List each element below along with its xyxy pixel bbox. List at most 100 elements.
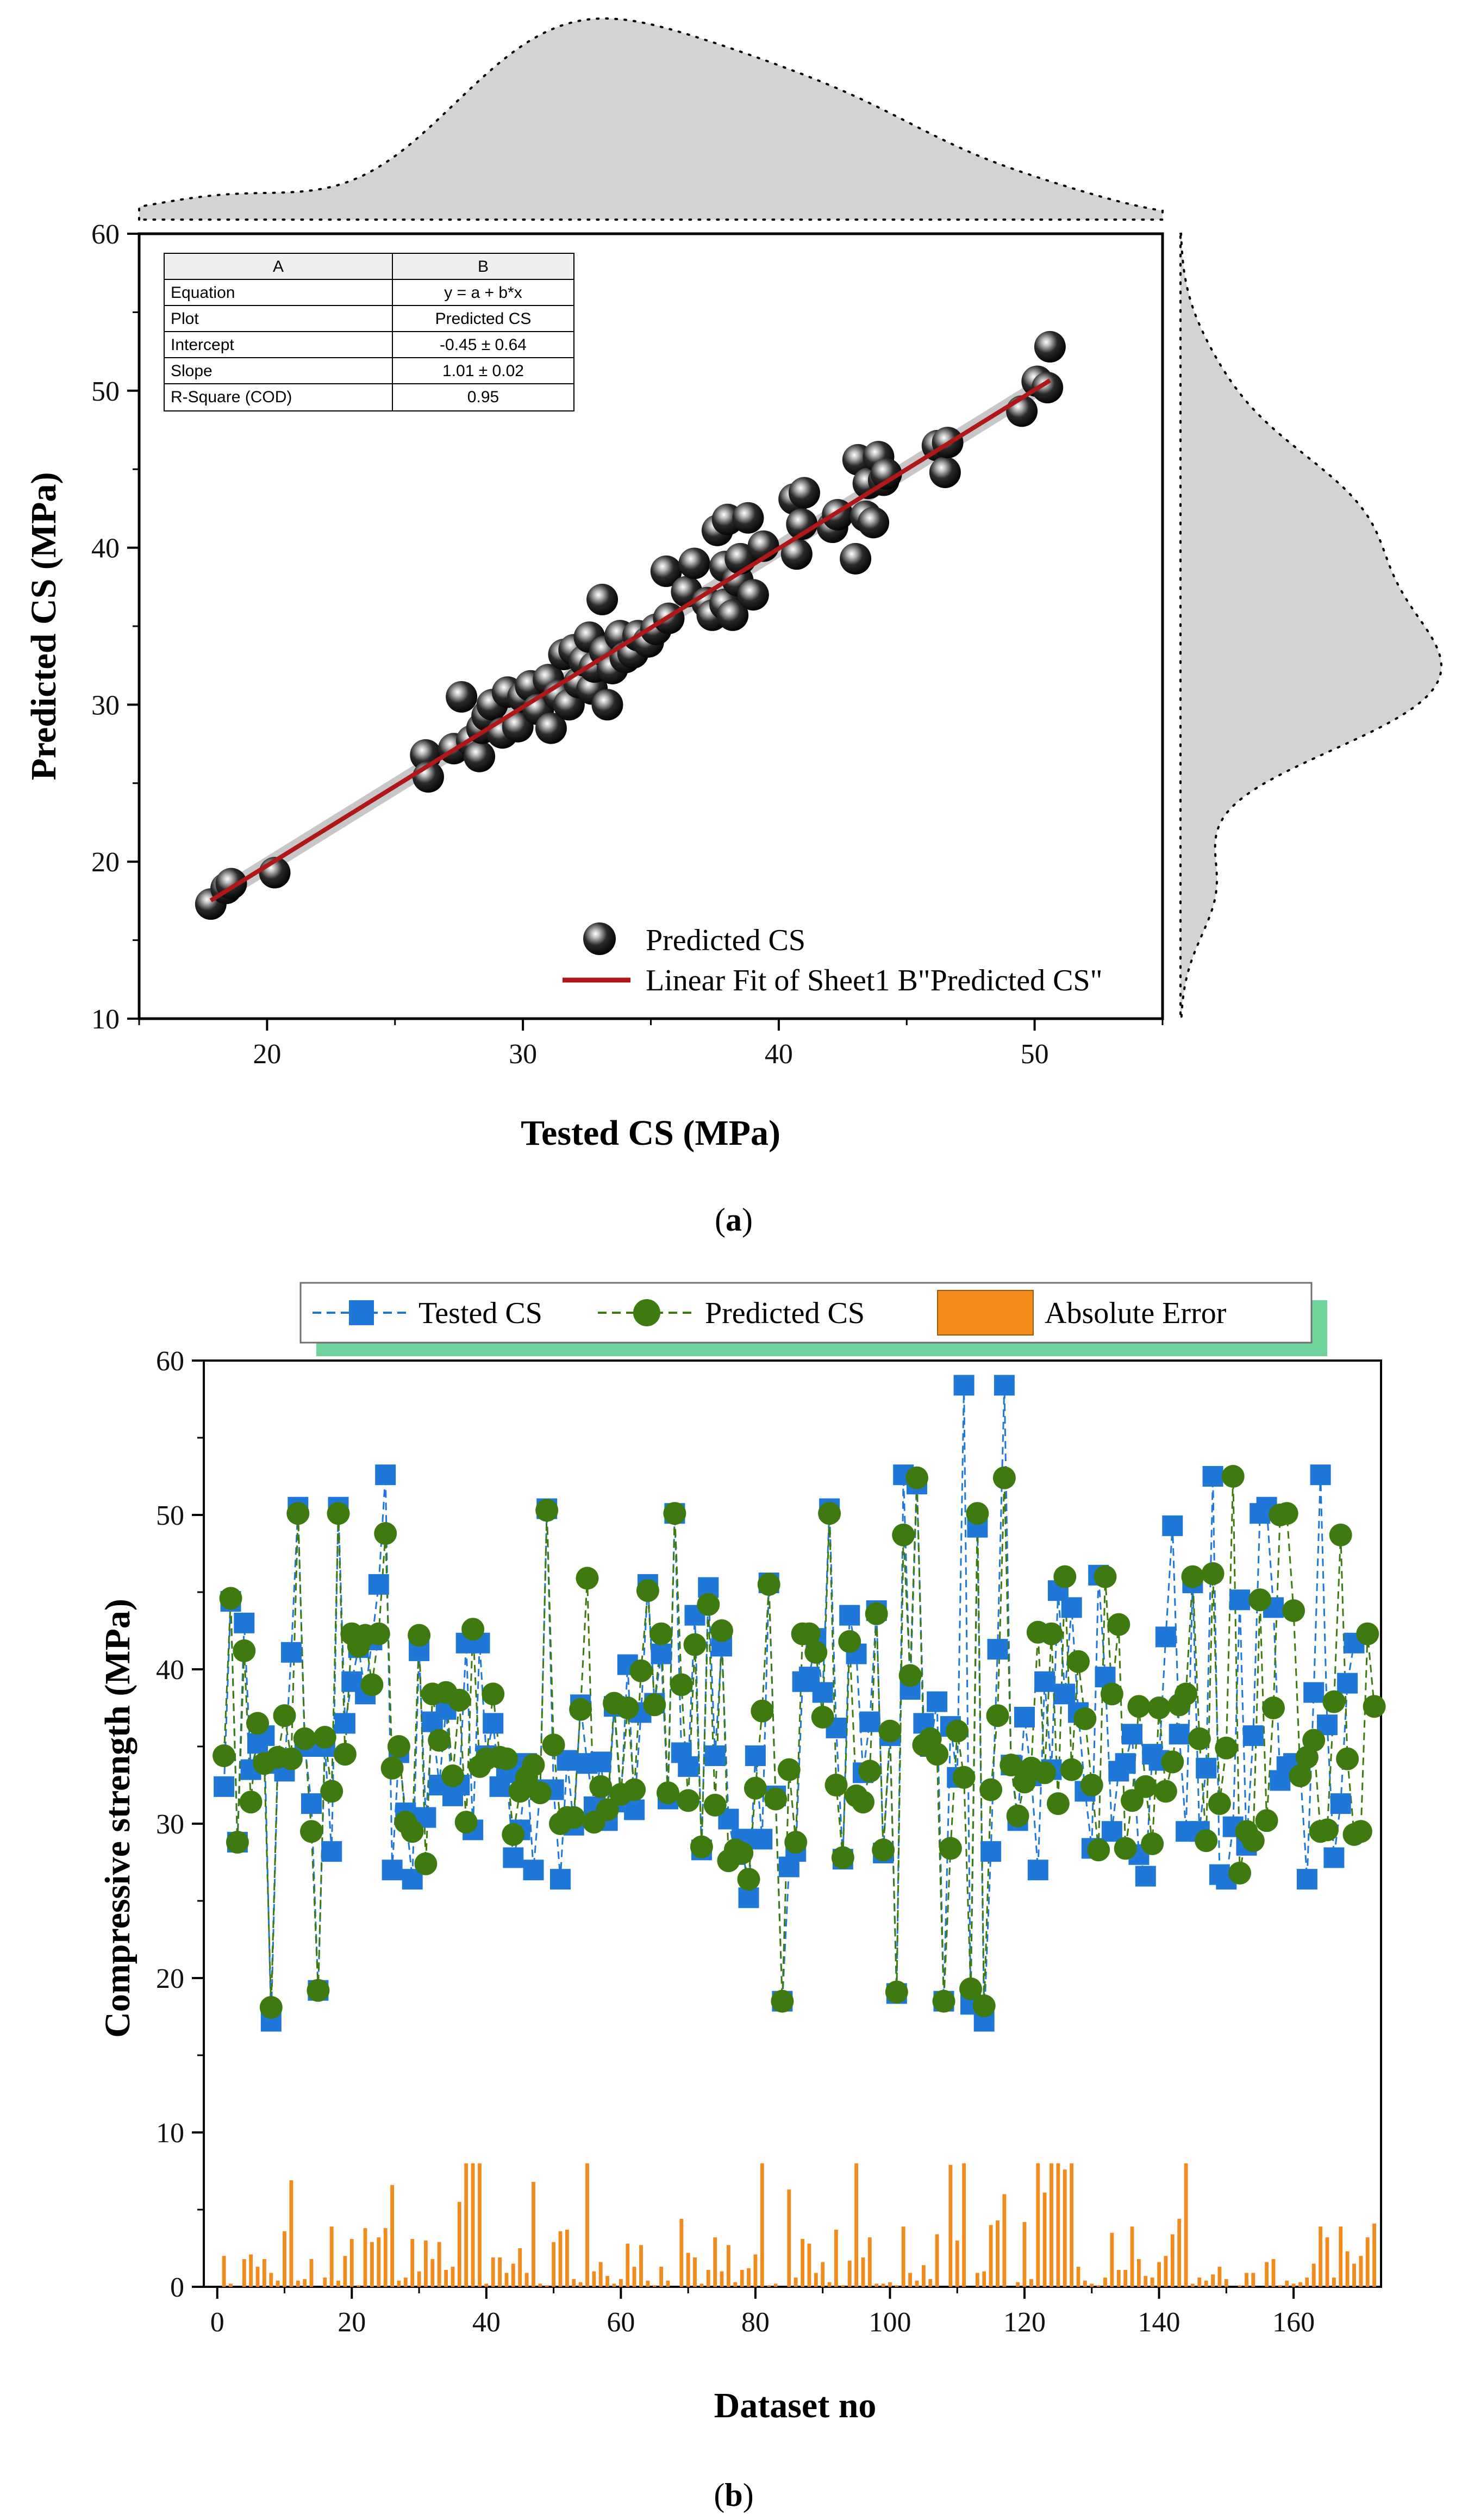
predicted-cs-marker [777,1758,801,1781]
error-bar [847,2260,852,2287]
predicted-cs-marker [623,1778,646,1801]
error-bar [283,2231,286,2287]
y-tick-label: 60 [91,219,120,250]
error-bar [592,2271,596,2287]
predicted-cs-marker [1248,1588,1272,1612]
y-tick-label: 0 [170,2272,184,2303]
predicted-cs-marker [751,1699,774,1723]
error-bar [827,2282,832,2287]
predicted-cs-marker [1000,1754,1023,1777]
tested-cs-marker [1027,1860,1048,1881]
predicted-cs-marker [1356,1622,1379,1645]
predicted-cs-marker [1033,1761,1057,1785]
predicted-cs-marker [1363,1695,1386,1718]
y-tick-label: 60 [156,1346,184,1377]
predicted-cs-marker [1195,1829,1218,1852]
predicted-cs-marker [1094,1565,1117,1588]
panel-label-b: (b) [714,2477,753,2513]
tested-cs-marker [745,1745,766,1766]
tested-cs-marker [1229,1589,1251,1611]
error-bar [619,2279,623,2287]
x-axis-title-a: Tested CS (MPa) [521,1113,780,1153]
error-bar [1130,2226,1134,2287]
predicted-cs-marker [1040,1622,1063,1645]
predicted-cs-marker [360,1673,384,1696]
error-bar [222,2256,226,2287]
error-bar [659,2267,663,2287]
error-bar [478,2163,482,2287]
error-bar [1056,2163,1060,2287]
error-bar [370,2242,374,2287]
error-bar [276,2280,280,2287]
error-bar [706,2269,710,2287]
predicted-cs-marker [838,1630,861,1653]
predicted-cs-marker [1141,1832,1164,1855]
predicted-cs-marker [259,1996,283,2019]
error-bar [1211,2274,1215,2287]
y-tick-label: 20 [91,847,120,878]
predicted-cs-marker [1336,1747,1359,1770]
error-bar [430,2259,435,2287]
tested-cs-marker [1296,1869,1317,1890]
error-bar [733,2282,738,2287]
predicted-cs-marker [1067,1650,1090,1673]
error-bar [626,2243,630,2287]
tested-cs-marker [321,1841,342,1862]
error-bar [605,2276,609,2287]
error-bar [1197,2278,1202,2287]
tested-cs-marker [1034,1671,1055,1692]
y-axis-title-a: Predicted CS (MPa) [24,472,64,781]
legend-marker-sphere [583,922,616,955]
error-bar [989,2225,993,2287]
error-bar [269,2273,273,2287]
error-bar [1251,2273,1255,2287]
error-bar [794,2278,798,2287]
error-bar [760,2163,764,2287]
predicted-cs-marker [852,1791,874,1814]
error-bar [1063,2169,1067,2287]
error-bar [753,2254,758,2287]
scatter-point [586,583,619,615]
error-bar [1002,2194,1007,2287]
error-bar [935,2234,939,2287]
error-bar [1372,2223,1376,2287]
scatter-point [650,555,682,587]
error-bar [1339,2226,1343,2287]
predicted-cs-marker [818,1502,841,1525]
tested-cs-marker [234,1612,255,1633]
predicted-cs-marker [797,1622,821,1645]
error-bar [801,2239,804,2287]
error-bar [296,2280,300,2287]
predicted-cs-marker [300,1820,323,1843]
predicted-cs-marker [387,1735,410,1758]
x-tick-label: 20 [253,1039,281,1070]
error-bar [558,2231,563,2287]
bars-absolute-error [222,2163,1376,2287]
predicted-cs-marker [878,1719,902,1743]
error-bar [511,2263,515,2287]
error-bar [666,2280,670,2287]
table-cell: 1.01 ± 0.02 [442,362,524,380]
error-bar [1278,2285,1282,2287]
table-cell: -0.45 ± 0.64 [440,336,527,354]
y-tick-label: 10 [156,2118,184,2149]
y-axis-title-b: Compressive strength (MPa) [98,1599,138,2038]
predicted-cs-marker [905,1466,928,1489]
error-bar [679,2219,684,2287]
error-bar [1359,2256,1363,2287]
predicted-cs-marker [1107,1613,1130,1636]
predicted-cs-marker [1241,1829,1265,1852]
error-bar [787,2190,791,2287]
table-cell: Predicted CS [435,310,532,328]
predicted-cs-marker [1289,1764,1312,1787]
scatter-point [464,740,496,772]
predicted-cs-marker [1175,1682,1198,1706]
predicted-cs-marker [374,1522,397,1545]
error-bar [451,2267,455,2287]
x-tick-label: 40 [765,1039,793,1070]
error-bar [1217,2267,1222,2287]
scatter-point [678,547,710,579]
predicted-cs-marker [952,1766,976,1789]
table-cell: Plot [171,310,199,328]
error-bar [377,2237,381,2287]
